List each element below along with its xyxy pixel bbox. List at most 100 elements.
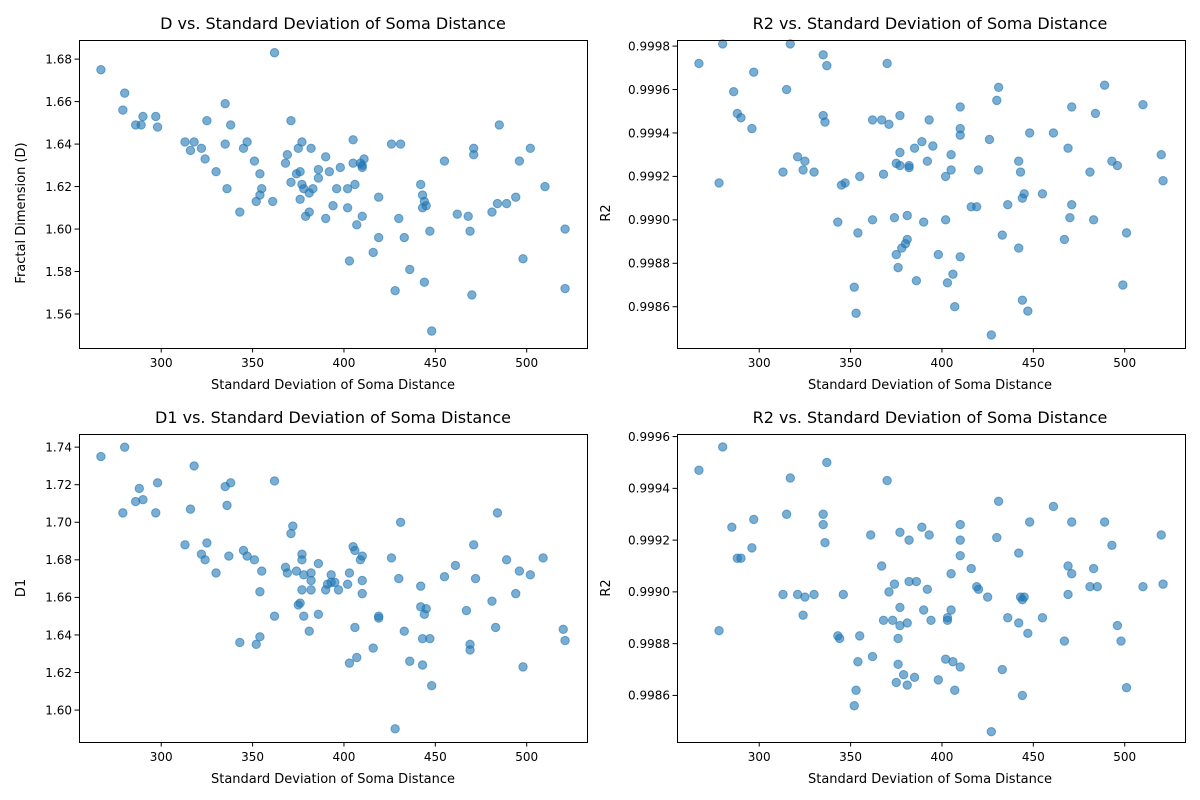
data-point [891, 249, 901, 260]
data-point [308, 183, 318, 194]
data-points [694, 39, 1168, 340]
data-point [809, 167, 819, 177]
data-point [333, 585, 344, 595]
data-point [893, 262, 903, 273]
data-point [136, 120, 146, 130]
data-point [249, 156, 260, 166]
y-tick-label: 0.9994 [628, 126, 670, 140]
data-point [727, 522, 737, 532]
data-point [257, 566, 267, 576]
data-point [540, 181, 550, 192]
data-point [1067, 517, 1077, 527]
data-point [306, 143, 316, 154]
data-point [749, 514, 759, 525]
data-point [800, 156, 810, 166]
y-tick-label: 0.9996 [628, 430, 670, 444]
data-point [1017, 690, 1028, 701]
data-point [955, 550, 965, 561]
data-point [352, 652, 362, 663]
data-point [357, 575, 367, 586]
data-point [1063, 561, 1073, 571]
data-point [948, 657, 958, 667]
data-point [849, 701, 859, 711]
data-point [778, 167, 788, 177]
data-point [269, 48, 280, 58]
data-point [904, 160, 914, 171]
data-point [1019, 189, 1029, 199]
data-point [560, 224, 570, 234]
data-point [350, 179, 360, 190]
data-point [373, 232, 384, 243]
data-point [138, 495, 148, 505]
data-point [971, 202, 982, 212]
data-point [867, 215, 878, 225]
data-point [421, 603, 431, 614]
data-point [425, 634, 435, 644]
subplot-bottom-left: D1 vs. Standard Deviation of Soma Distan… [14, 408, 588, 787]
y-tick-label: 1.66 [45, 95, 72, 109]
data-point [257, 183, 267, 194]
data-point [224, 551, 234, 561]
data-point [202, 116, 212, 126]
data-point [151, 508, 161, 518]
data-point [917, 136, 927, 147]
data-points [96, 48, 570, 336]
data-point [933, 675, 944, 685]
data-point [487, 596, 497, 606]
data-point [469, 540, 479, 550]
data-point [997, 230, 1007, 240]
data-point [134, 483, 145, 494]
data-point [320, 152, 331, 162]
data-point [518, 254, 528, 264]
x-tick-label: 400 [333, 750, 356, 764]
data-point [893, 659, 903, 670]
subplot-top-left: D vs. Standard Deviation of Soma Distanc… [14, 14, 588, 393]
x-axis-label: Standard Deviation of Soma Distance [211, 378, 455, 393]
data-point [335, 162, 346, 173]
x-axis-label: Standard Deviation of Soma Distance [808, 772, 1052, 787]
x-tick-label: 450 [1022, 356, 1045, 370]
data-point [992, 532, 1002, 543]
data-point [416, 179, 426, 190]
data-point [895, 160, 905, 171]
y-tick-label: 1.74 [45, 440, 72, 454]
data-point [717, 39, 728, 49]
data-point [514, 156, 525, 166]
data-point [313, 173, 324, 183]
data-point [834, 633, 845, 644]
data-point [1088, 563, 1099, 574]
x-tick-label: 350 [839, 750, 862, 764]
data-point [714, 626, 724, 636]
data-point [924, 115, 934, 125]
x-tick-label: 350 [839, 356, 862, 370]
data-point [1048, 128, 1059, 138]
data-point [1037, 189, 1048, 199]
x-tick-label: 300 [150, 750, 173, 764]
data-point [1014, 156, 1024, 166]
y-axis-label: R2 [599, 579, 614, 596]
data-point [1063, 143, 1073, 153]
data-point [394, 213, 404, 224]
data-point [851, 685, 861, 695]
data-point [328, 200, 338, 211]
x-tick-label: 300 [748, 750, 771, 764]
x-tick-label: 450 [1022, 750, 1045, 764]
data-point [946, 569, 956, 579]
data-point [851, 308, 861, 318]
y-tick-label: 1.58 [45, 265, 72, 279]
data-point [118, 105, 128, 115]
data-point [463, 211, 473, 222]
x-tick-label: 500 [1113, 356, 1136, 370]
data-point [299, 611, 309, 621]
data-point [1088, 215, 1099, 225]
plot-area: 300 350 400 450 500 1.56 1.58 1.60 1.62 1.64 1.66 1… [45, 40, 588, 370]
data-point [818, 50, 828, 60]
y-tick-label: 1.60 [45, 703, 72, 717]
y-tick-label: 1.72 [45, 478, 72, 492]
data-point [918, 605, 929, 615]
y-tick-label: 1.64 [45, 137, 72, 151]
data-point [984, 134, 995, 145]
data-point [368, 643, 378, 653]
data-point [452, 209, 462, 219]
